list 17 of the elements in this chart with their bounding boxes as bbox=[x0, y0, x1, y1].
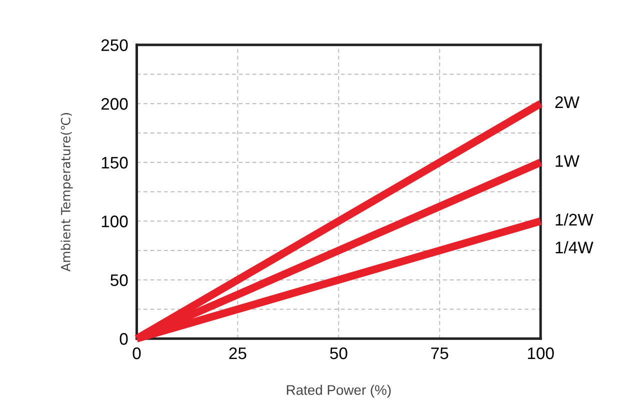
x-tick-label: 100 bbox=[528, 347, 554, 360]
y-axis-title: Ambient Temperature(℃) bbox=[60, 113, 73, 272]
series-label: 2W bbox=[555, 96, 580, 108]
y-tick-label: 50 bbox=[110, 274, 128, 286]
x-tick-label: 25 bbox=[229, 347, 246, 360]
x-tick-label: 0 bbox=[132, 347, 141, 360]
y-tick-label: 200 bbox=[101, 98, 128, 110]
y-tick-label: 0 bbox=[120, 333, 128, 345]
x-axis-title: Rated Power (%) bbox=[286, 384, 391, 398]
y-tick-label: 150 bbox=[102, 156, 128, 169]
x-tick-label: 50 bbox=[330, 347, 348, 360]
series-label: 1/2W bbox=[556, 213, 594, 226]
y-tick-label: 250 bbox=[101, 39, 128, 52]
y-tick-label: 100 bbox=[102, 216, 128, 228]
text: 1/4W bbox=[556, 241, 594, 254]
series-label: 1W bbox=[556, 155, 580, 167]
x-tick-label: 75 bbox=[431, 348, 448, 360]
